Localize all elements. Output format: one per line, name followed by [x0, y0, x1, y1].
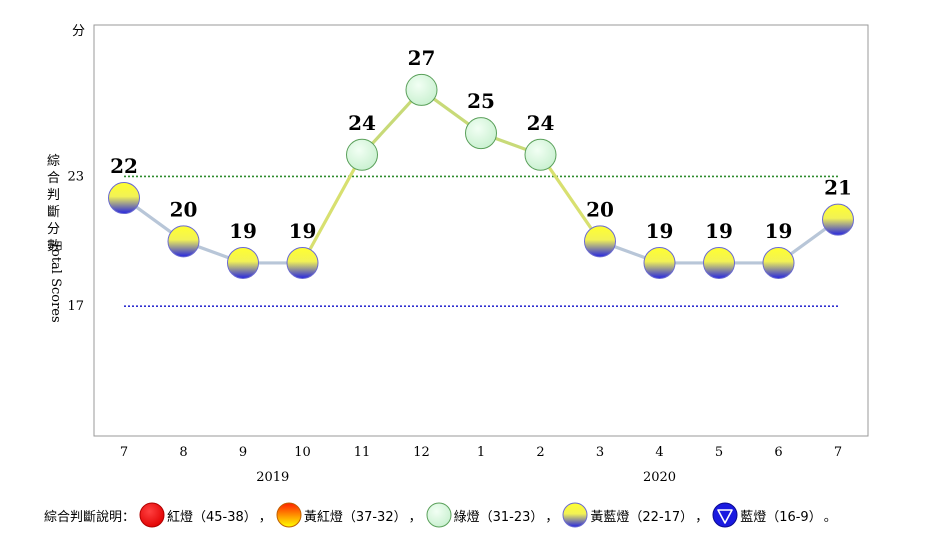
score-points	[108, 73, 854, 279]
data-point-yellow-blue	[762, 246, 795, 279]
x-tick-label: 6	[774, 445, 782, 460]
data-label: 20	[170, 197, 198, 221]
legend-separator: ，	[545, 509, 559, 525]
legend-item-label: 紅燈（45-38）	[167, 509, 257, 525]
legend-item-blue: 藍燈（16-9）	[708, 502, 824, 528]
year-label-2020: 2020	[643, 470, 676, 485]
y-axis-title-en: Total Scores	[48, 241, 63, 322]
legend-item-yellow-red: 黃紅燈（37-32），	[272, 502, 422, 528]
x-tick-label: 2	[536, 445, 544, 460]
x-axis-ticks: 7 8 9 10 11 12 1 2 3 4 5 6 7	[120, 445, 842, 460]
x-tick-label: 1	[477, 445, 485, 460]
data-label: 25	[467, 89, 495, 113]
data-point-yellow-blue	[643, 246, 676, 279]
data-label: 19	[705, 219, 733, 243]
legend-item-yellow-blue: 黃藍燈（22-17），	[558, 502, 708, 528]
y-axis-title-zh: 綜合判斷分數	[47, 154, 60, 254]
data-point-yellow-blue	[227, 246, 259, 279]
legend-separator: ，	[258, 509, 272, 525]
legend-item-red: 紅燈（45-38），	[135, 502, 272, 528]
y-axis-title: 綜合判斷分數 Total Scores	[47, 154, 63, 323]
x-tick-label: 11	[354, 445, 371, 460]
x-tick-label: 7	[834, 445, 842, 460]
threshold-label-17: 17	[67, 299, 84, 314]
legend-title: 綜合判斷說明：	[44, 509, 136, 525]
data-label: 19	[289, 219, 317, 243]
x-tick-label: 9	[239, 445, 247, 460]
line-segment	[538, 153, 602, 243]
data-label: 19	[646, 219, 674, 243]
x-tick-label: 7	[120, 445, 128, 460]
data-point-yellow-blue	[703, 246, 735, 279]
legend: 綜合判斷說明： 紅燈（45-38），黃紅燈（37-32），綠燈（31-23），黃…	[44, 501, 837, 529]
data-label: 24	[348, 111, 376, 135]
data-point-yellow-blue	[584, 225, 616, 258]
data-point-green	[346, 138, 378, 171]
legend-item-label: 黃藍燈（22-17）	[590, 509, 694, 525]
legend-item-green: 綠燈（31-23），	[422, 502, 559, 528]
legend-item-label: 藍燈（16-9）	[740, 509, 822, 525]
data-label: 22	[110, 154, 138, 178]
threshold-label-23: 23	[67, 169, 84, 184]
legend-yellow-red-icon	[276, 502, 302, 528]
score-labels: 22 20 19 19 24 27 25 24 20 19 19 19 21	[110, 46, 852, 243]
x-tick-label: 3	[596, 445, 604, 460]
line-segment	[300, 153, 364, 265]
legend-item-label: 綠燈（31-23）	[453, 509, 544, 525]
year-labels: 2019 2020	[256, 470, 676, 485]
legend-item-label: 黃紅燈（37-32）	[303, 509, 407, 525]
plot-frame	[93, 24, 869, 437]
legend-red-icon	[139, 502, 165, 528]
legend-separator: ，	[695, 509, 709, 525]
data-label: 24	[527, 111, 555, 135]
x-tick-label: 5	[715, 445, 723, 460]
legend-separator: ，	[408, 509, 422, 525]
data-label: 19	[229, 219, 257, 243]
data-label: 19	[765, 219, 793, 243]
x-tick-label: 8	[179, 445, 187, 460]
data-point-green	[405, 73, 438, 106]
data-label: 21	[824, 176, 852, 200]
x-tick-label: 12	[413, 445, 430, 460]
data-label: 27	[408, 46, 436, 70]
y-unit-label: 分	[72, 24, 85, 39]
legend-yellow-blue-icon	[562, 502, 588, 528]
threshold-lines: 23 17	[67, 169, 838, 314]
legend-green-icon	[426, 502, 452, 528]
data-point-yellow-blue	[108, 182, 140, 215]
data-label: 20	[586, 197, 614, 221]
year-label-2019: 2019	[256, 470, 289, 485]
data-point-green	[524, 138, 557, 171]
data-point-yellow-blue	[286, 246, 319, 279]
legend-items: 紅燈（45-38），黃紅燈（37-32），綠燈（31-23），黃藍燈（22-17…	[135, 502, 824, 528]
legend-end: 。	[823, 509, 837, 525]
legend-blue-icon	[712, 502, 738, 528]
data-point-yellow-blue	[167, 225, 200, 258]
data-point-yellow-blue	[822, 203, 854, 236]
data-point-green	[465, 117, 497, 150]
x-tick-label: 10	[294, 445, 311, 460]
x-tick-label: 4	[655, 445, 663, 460]
